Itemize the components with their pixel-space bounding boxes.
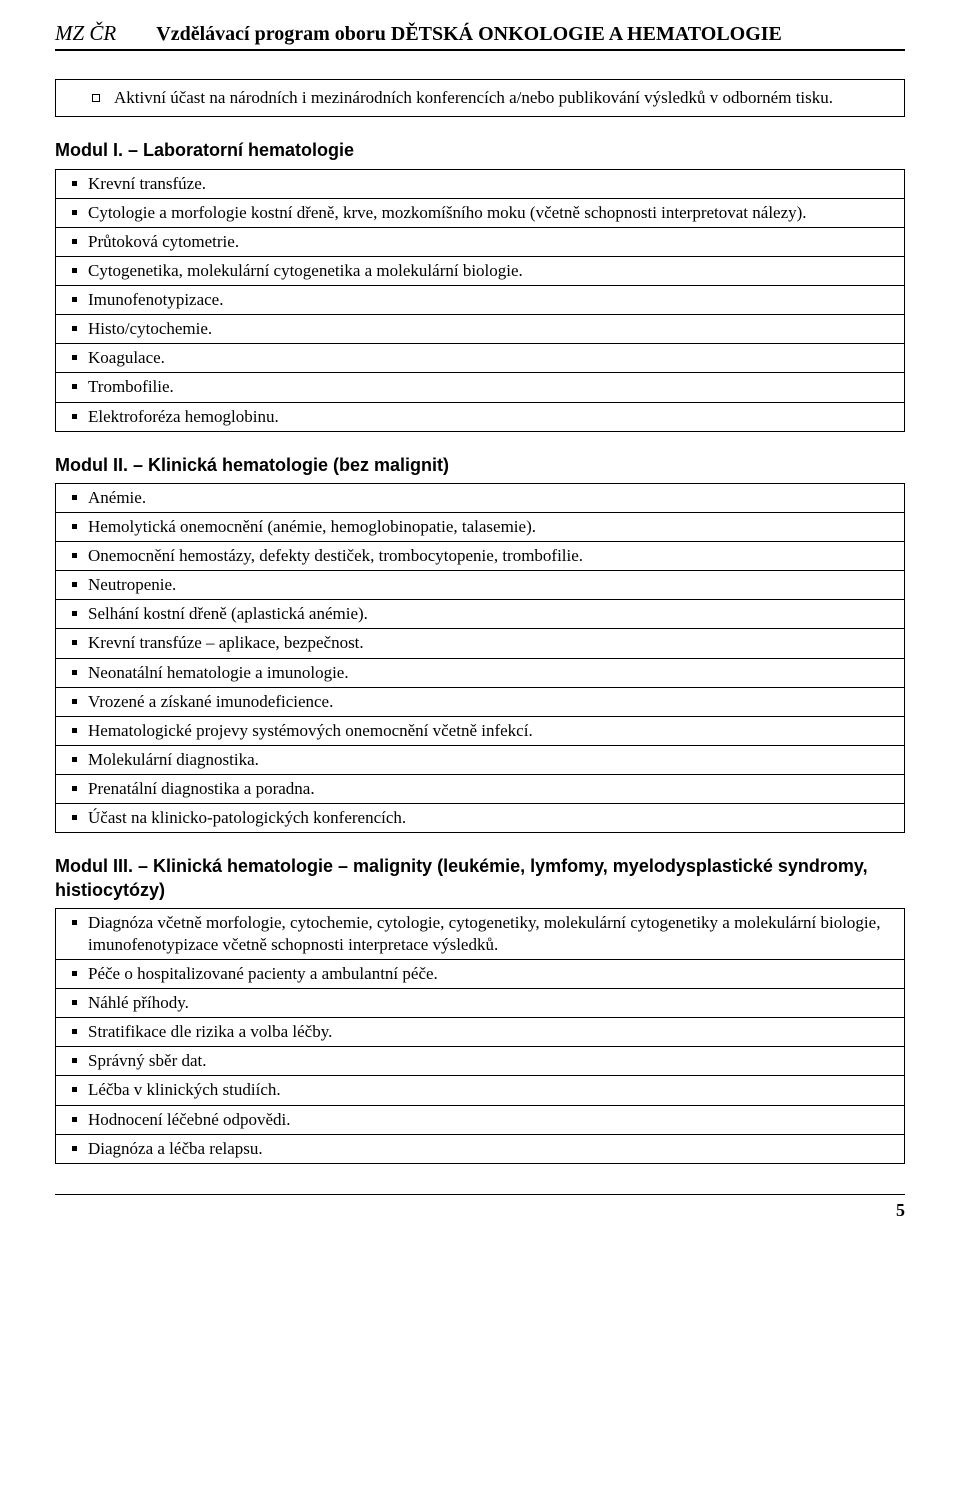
item-text: Diagnóza a léčba relapsu. (66, 1138, 894, 1160)
modul2-list: Anémie. Hemolytická onemocnění (anémie, … (55, 483, 905, 833)
list-item: Průtoková cytometrie. (56, 228, 904, 257)
item-text: Neonatální hematologie a imunologie. (66, 662, 894, 684)
page-number: 5 (55, 1194, 905, 1222)
list-item: Správný sběr dat. (56, 1047, 904, 1076)
list-item: Krevní transfúze – aplikace, bezpečnost. (56, 629, 904, 658)
item-text: Správný sběr dat. (66, 1050, 894, 1072)
item-text: Trombofilie. (66, 376, 894, 398)
list-item: Hemolytická onemocnění (anémie, hemoglob… (56, 513, 904, 542)
list-item: Histo/cytochemie. (56, 315, 904, 344)
list-item: Krevní transfúze. (56, 170, 904, 199)
modul1-list: Krevní transfúze. Cytologie a morfologie… (55, 169, 905, 432)
list-item: Molekulární diagnostika. (56, 746, 904, 775)
item-text: Prenatální diagnostika a poradna. (66, 778, 894, 800)
item-text: Hodnocení léčebné odpovědi. (66, 1109, 894, 1131)
list-item: Neonatální hematologie a imunologie. (56, 659, 904, 688)
item-text: Hemolytická onemocnění (anémie, hemoglob… (66, 516, 894, 538)
item-text: Diagnóza včetně morfologie, cytochemie, … (66, 912, 894, 956)
list-item: Diagnóza a léčba relapsu. (56, 1135, 904, 1163)
list-item: Péče o hospitalizované pacienty a ambula… (56, 960, 904, 989)
intro-list: Aktivní účast na národních i mezinárodní… (114, 87, 894, 109)
item-text: Krevní transfúze. (66, 173, 894, 195)
list-item: Hodnocení léčebné odpovědi. (56, 1106, 904, 1135)
item-text: Anémie. (66, 487, 894, 509)
list-item: Cytogenetika, molekulární cytogenetika a… (56, 257, 904, 286)
item-text: Účast na klinicko-patologických konferen… (66, 807, 894, 829)
list-item: Trombofilie. (56, 373, 904, 402)
list-item: Prenatální diagnostika a poradna. (56, 775, 904, 804)
list-item: Stratifikace dle rizika a volba léčby. (56, 1018, 904, 1047)
item-text: Léčba v klinických studiích. (66, 1079, 894, 1101)
list-item: Léčba v klinických studiích. (56, 1076, 904, 1105)
page-header: MZ ČR Vzdělávací program oboru DĚTSKÁ ON… (55, 20, 905, 51)
modul3-title: Modul III. – Klinická hematologie – mali… (55, 855, 905, 902)
item-text: Elektroforéza hemoglobinu. (66, 406, 894, 428)
item-text: Hematologické projevy systémových onemoc… (66, 720, 894, 742)
item-text: Cytologie a morfologie kostní dřeně, krv… (66, 202, 894, 224)
list-item: Náhlé příhody. (56, 989, 904, 1018)
item-text: Koagulace. (66, 347, 894, 369)
list-item: Elektroforéza hemoglobinu. (56, 403, 904, 431)
item-text: Průtoková cytometrie. (66, 231, 894, 253)
list-item: Diagnóza včetně morfologie, cytochemie, … (56, 909, 904, 960)
modul2-title: Modul II. – Klinická hematologie (bez ma… (55, 454, 905, 477)
modul1-title: Modul I. – Laboratorní hematologie (55, 139, 905, 162)
item-text: Péče o hospitalizované pacienty a ambula… (66, 963, 894, 985)
list-item: Onemocnění hemostázy, defekty destiček, … (56, 542, 904, 571)
item-text: Vrozené a získané imunodeficience. (66, 691, 894, 713)
item-text: Cytogenetika, molekulární cytogenetika a… (66, 260, 894, 282)
list-item: Hematologické projevy systémových onemoc… (56, 717, 904, 746)
list-item: Vrozené a získané imunodeficience. (56, 688, 904, 717)
list-item: Účast na klinicko-patologických konferen… (56, 804, 904, 832)
item-text: Selhání kostní dřeně (aplastická anémie)… (66, 603, 894, 625)
item-text: Onemocnění hemostázy, defekty destiček, … (66, 545, 894, 567)
modul3-list: Diagnóza včetně morfologie, cytochemie, … (55, 908, 905, 1164)
item-text: Imunofenotypizace. (66, 289, 894, 311)
list-item: Cytologie a morfologie kostní dřeně, krv… (56, 199, 904, 228)
intro-item: Aktivní účast na národních i mezinárodní… (114, 87, 894, 109)
item-text: Krevní transfúze – aplikace, bezpečnost. (66, 632, 894, 654)
list-item: Anémie. (56, 484, 904, 513)
list-item: Koagulace. (56, 344, 904, 373)
item-text: Stratifikace dle rizika a volba léčby. (66, 1021, 894, 1043)
header-org: MZ ČR (55, 20, 156, 47)
list-item: Selhání kostní dřeně (aplastická anémie)… (56, 600, 904, 629)
item-text: Náhlé příhody. (66, 992, 894, 1014)
header-title: Vzdělávací program oboru DĚTSKÁ ONKOLOGI… (156, 21, 905, 47)
item-text: Neutropenie. (66, 574, 894, 596)
item-text: Histo/cytochemie. (66, 318, 894, 340)
item-text: Molekulární diagnostika. (66, 749, 894, 771)
intro-box: Aktivní účast na národních i mezinárodní… (55, 79, 905, 117)
list-item: Neutropenie. (56, 571, 904, 600)
list-item: Imunofenotypizace. (56, 286, 904, 315)
